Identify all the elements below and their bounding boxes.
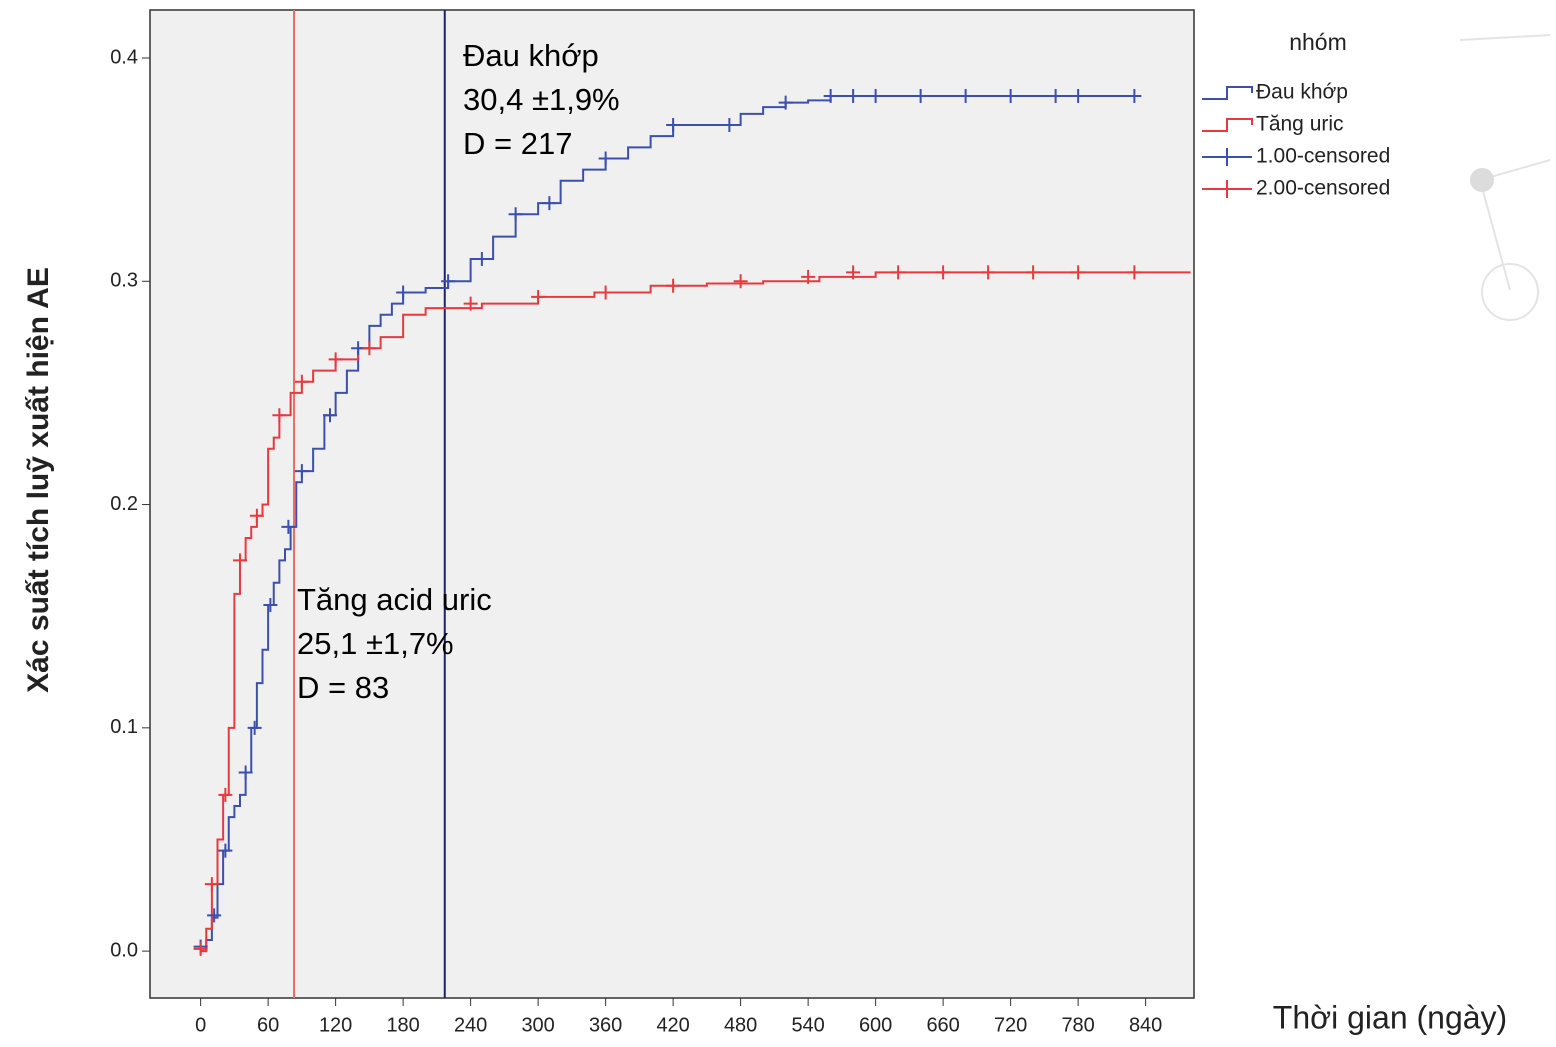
annotation: D = 217 <box>463 126 572 161</box>
x-tick-label: 780 <box>1061 1014 1094 1036</box>
censored-mark <box>396 285 411 300</box>
censored-mark <box>281 519 296 534</box>
deco-circle <box>1481 263 1539 321</box>
deco-line <box>1459 34 1551 41</box>
km-line <box>200 271 1191 953</box>
censored-mark <box>1048 88 1063 103</box>
censored-mark <box>598 285 613 300</box>
x-tick-label: 120 <box>319 1014 352 1036</box>
x-tick-label: 0 <box>195 1014 206 1036</box>
censored-mark <box>294 464 309 479</box>
censored-mark <box>193 941 208 956</box>
annotation: D = 83 <box>297 670 389 705</box>
censored-mark <box>958 88 973 103</box>
censored-mark <box>531 289 546 304</box>
censored-mark <box>778 95 793 110</box>
x-tick-label: 720 <box>994 1014 1027 1036</box>
censored-mark <box>249 508 264 523</box>
censored-mark <box>204 877 219 892</box>
annotation: 25,1 ±1,7% <box>297 626 454 661</box>
annotation: Đau khớp <box>463 38 599 73</box>
x-tick-label: 540 <box>791 1014 824 1036</box>
censored-mark <box>294 374 309 389</box>
km-line <box>200 94 1135 953</box>
x-tick-label: 840 <box>1129 1014 1162 1036</box>
censored-mark <box>323 408 337 423</box>
censored-mark <box>263 598 278 613</box>
x-tick-label: 600 <box>859 1014 892 1036</box>
censored-mark <box>247 720 262 735</box>
y-tick-label: 0.1 <box>110 716 138 738</box>
annotation: 30,4 ±1,9% <box>463 82 620 117</box>
censored-mark <box>981 265 996 280</box>
censored-mark <box>328 352 343 367</box>
legend-label: 2.00-censored <box>1256 177 1390 200</box>
legend-symbol <box>1202 148 1252 166</box>
x-tick-label: 480 <box>724 1014 757 1036</box>
censored-mark <box>846 88 861 103</box>
legend-title: nhóm <box>1289 29 1347 55</box>
censored-mark <box>823 88 838 103</box>
plot-area <box>149 9 1195 999</box>
censored-mark <box>598 151 613 166</box>
deco-line <box>1479 179 1511 291</box>
censored-mark <box>1071 265 1086 280</box>
censored-mark <box>913 88 928 103</box>
censored-mark <box>542 196 557 211</box>
censored-mark <box>441 274 456 289</box>
legend-symbol <box>1202 118 1253 132</box>
censored-mark <box>1127 265 1142 280</box>
x-tick-label: 180 <box>386 1014 419 1036</box>
censored-mark <box>362 341 377 356</box>
censored-mark <box>508 207 523 222</box>
censored-mark <box>846 265 861 280</box>
legend-label: Đau khớp <box>1256 81 1348 104</box>
censored-mark <box>722 117 737 132</box>
censored-mark <box>218 843 233 858</box>
censored-mark <box>1071 88 1086 103</box>
censored-mark <box>238 765 253 780</box>
legend-symbol <box>1202 180 1252 198</box>
censored-mark <box>474 251 489 266</box>
censored-mark <box>666 278 681 293</box>
y-tick-label: 0.4 <box>110 46 138 68</box>
censored-mark <box>1127 88 1142 103</box>
censored-mark <box>218 787 233 802</box>
censored-mark <box>733 274 748 289</box>
x-tick-label: 300 <box>521 1014 554 1036</box>
x-tick-label: 360 <box>589 1014 622 1036</box>
deco-dot <box>1470 168 1494 192</box>
censored-mark <box>936 265 951 280</box>
x-tick-label: 420 <box>656 1014 689 1036</box>
y-axis-label: Xác suất tích luỹ xuất hiện AE <box>22 267 55 693</box>
legend-label: Tăng uric <box>1256 113 1344 136</box>
legend-symbol <box>1202 86 1253 100</box>
censored-mark <box>1003 88 1018 103</box>
censored-mark <box>1026 265 1041 280</box>
x-tick-label: 240 <box>454 1014 487 1036</box>
x-tick-label: 60 <box>257 1014 279 1036</box>
decoration <box>1459 34 1551 321</box>
censored-mark <box>891 265 906 280</box>
censored-mark <box>272 408 287 423</box>
x-axis-label: Thời gian (ngày) <box>1273 999 1507 1035</box>
censored-mark <box>801 269 816 284</box>
censored-mark <box>666 117 681 132</box>
y-tick-label: 0.3 <box>110 270 138 292</box>
x-tick-label: 660 <box>926 1014 959 1036</box>
censored-mark <box>207 908 222 923</box>
annotation: Tăng acid uric <box>297 582 492 617</box>
y-tick-label: 0.2 <box>110 493 138 515</box>
y-tick-label: 0.0 <box>110 939 138 961</box>
censored-mark <box>868 88 883 103</box>
censored-mark <box>463 296 478 311</box>
legend-label: 1.00-censored <box>1256 145 1390 168</box>
censored-mark <box>233 553 247 568</box>
